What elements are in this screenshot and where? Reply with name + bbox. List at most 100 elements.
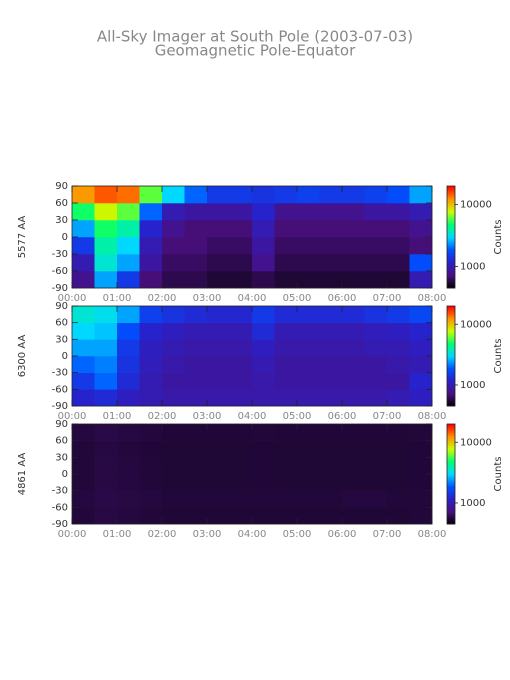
heatmap-cell: [342, 306, 365, 323]
colorbar-segment: [447, 424, 455, 427]
heatmap-cell: [184, 306, 208, 323]
heatmap-cell: [162, 339, 185, 357]
colorbar-segment: [447, 384, 455, 387]
heatmap-cell: [319, 254, 343, 272]
heatmap-cell: [139, 322, 163, 340]
heatmap-cell: [162, 474, 185, 491]
y-tick-label: -60: [52, 266, 68, 277]
heatmap-cell: [94, 424, 118, 441]
colorbar-segment: [447, 221, 455, 224]
colorbar-segment: [447, 240, 455, 243]
colorbar-segment: [447, 203, 455, 206]
heatmap-cell: [207, 440, 230, 458]
heatmap-cell: [297, 254, 320, 272]
heatmap-cell: [162, 271, 185, 289]
heatmap-cell: [364, 339, 388, 357]
colorbar-segment: [447, 192, 455, 195]
colorbar-segment: [447, 442, 455, 445]
heatmap-cell: [117, 339, 140, 357]
heatmap-cell: [297, 306, 320, 323]
heatmap-cell: [184, 339, 208, 357]
colorbar-segment: [447, 269, 455, 272]
colorbar-segment: [447, 214, 455, 217]
colorbar-segment: [447, 344, 455, 347]
heatmap-cell: [72, 271, 95, 289]
colorbar-segment: [447, 247, 455, 250]
heatmap-cell: [94, 356, 118, 373]
colorbar-segment: [447, 226, 455, 229]
y-tick-label: 0: [62, 469, 68, 480]
colorbar-segment: [447, 399, 455, 402]
colorbar-segment: [447, 199, 455, 202]
heatmap-cell: [229, 237, 253, 255]
x-tick-label: 00:00: [58, 529, 87, 540]
heatmap-cell: [94, 339, 118, 357]
colorbar-segment: [447, 357, 455, 360]
heatmap-cell: [252, 440, 275, 458]
colorbar-segment: [447, 327, 455, 330]
heatmap-cell: [94, 457, 118, 475]
heatmap-cell: [94, 237, 118, 255]
colorbar-segment: [447, 475, 455, 478]
colorbar-segment: [447, 387, 455, 390]
heatmap-cell: [297, 507, 320, 525]
heatmap-cell: [184, 507, 208, 525]
heatmap-cell: [94, 203, 118, 221]
heatmap-cell: [117, 306, 140, 323]
heatmap-cell: [184, 389, 208, 407]
colorbar-segment: [447, 255, 455, 258]
colorbar-segment: [447, 319, 455, 322]
heatmap-cell: [252, 356, 275, 373]
heatmap-cell: [274, 457, 298, 475]
heatmap-cell: [364, 220, 388, 238]
heatmap-cell: [252, 424, 275, 441]
heatmap-cell: [342, 254, 365, 272]
colorbar-segment: [447, 339, 455, 342]
heatmap-cell: [162, 490, 185, 508]
heatmap-cell: [72, 507, 95, 525]
heatmap-cell: [94, 220, 118, 238]
colorbar-segment: [447, 366, 455, 369]
heatmap-cell: [274, 372, 298, 390]
heatmap-cell: [139, 306, 163, 323]
heatmap-cell: [162, 186, 185, 204]
heatmap-cell: [117, 507, 140, 525]
x-tick-label: 03:00: [193, 529, 222, 540]
heatmap-cell: [319, 306, 343, 323]
heatmap-cell: [342, 457, 365, 475]
heatmap-cell: [297, 490, 320, 508]
heatmap-cell: [139, 389, 163, 407]
colorbar-segment: [447, 432, 455, 435]
colorbar-tick-label: 1000: [460, 380, 485, 391]
y-tick-label: -60: [52, 384, 68, 395]
heatmap-cell: [117, 220, 140, 238]
colorbar-frame: [446, 305, 456, 407]
heatmap-cell: [207, 389, 230, 407]
heatmap-cell: [252, 306, 275, 323]
colorbar-segment: [447, 376, 455, 379]
heatmap-cell: [162, 389, 185, 407]
colorbar-segment: [447, 235, 455, 238]
colorbar-segment: [447, 218, 455, 221]
heatmap-cell: [184, 254, 208, 272]
heatmap-cell: [409, 220, 433, 238]
heatmap-cell: [342, 322, 365, 340]
subtitle: Geomagnetic Pole-Equator: [155, 42, 356, 60]
x-tick-label: 04:00: [238, 529, 267, 540]
heatmap-cell: [72, 474, 95, 491]
heatmap-cell: [297, 322, 320, 340]
heatmap-cell: [72, 339, 95, 357]
heatmap-cell: [252, 372, 275, 390]
y-axis-label: 4861 AA: [17, 453, 28, 496]
x-tick-label: 06:00: [328, 529, 357, 540]
heatmap-cell: [94, 271, 118, 289]
heatmap-cell: [387, 372, 410, 390]
heatmap-cell: [297, 474, 320, 491]
heatmap-cell: [139, 271, 163, 289]
colorbar-label: Counts: [493, 339, 504, 374]
colorbar-segment: [447, 465, 455, 468]
heatmap-cell: [319, 339, 343, 357]
heatmap-cell: [274, 440, 298, 458]
heatmap-cell: [342, 440, 365, 458]
heatmap-cell: [139, 424, 163, 441]
